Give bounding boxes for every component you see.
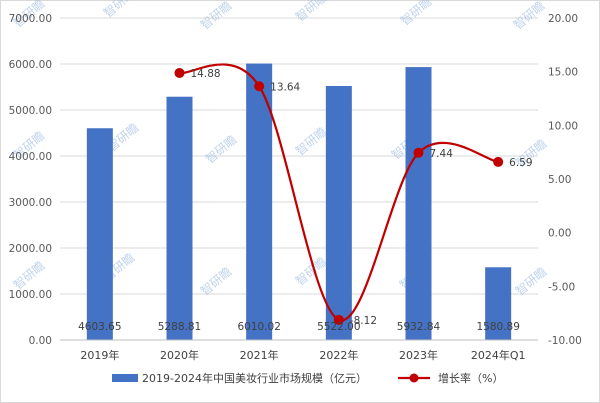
y-left-tick-label: 0.00 — [29, 335, 52, 347]
y-right-tick-label: -5.00 — [548, 281, 575, 293]
legend-line-label: 增长率（%） — [438, 371, 503, 385]
legend-bar-swatch — [112, 374, 138, 382]
x-tick-label: 2020年 — [160, 348, 199, 362]
bar-value-label: 5522.00 — [317, 321, 360, 333]
bar-value-label: 6010.02 — [237, 321, 280, 333]
line-value-label: 13.64 — [270, 81, 300, 93]
line-value-label: 14.88 — [191, 68, 221, 80]
bar — [246, 63, 273, 340]
y-left-tick-label: 4000.00 — [9, 151, 52, 163]
x-tick-label: 2022年 — [319, 348, 358, 362]
y-right-tick-label: 0.00 — [548, 228, 571, 240]
bar — [166, 96, 193, 340]
data-labels: 4603.65 5288.81 6010.02 5522.00 5932.84 1580.… — [78, 68, 532, 333]
bar-value-label: 5932.84 — [397, 321, 441, 333]
y-left-tick-label: 2000.00 — [9, 243, 52, 255]
bar — [405, 67, 432, 341]
y-right-tick-label: 5.00 — [548, 174, 571, 186]
y-left-tick-label: 3000.00 — [9, 197, 52, 209]
y-left-tick-label: 1000.00 — [9, 289, 52, 301]
y-right-tick-label: 20.00 — [548, 13, 578, 25]
line-point — [174, 67, 185, 78]
y-right-tick-label: 10.00 — [548, 120, 578, 132]
legend: 2019-2024年中国美妆行业市场规模（亿元） 增长率（%） — [112, 371, 503, 385]
y-left-tick-label: 6000.00 — [9, 59, 52, 71]
x-tick-label: 2024年Q1 — [471, 348, 526, 362]
bar-value-label: 4603.65 — [78, 321, 121, 333]
y-left-tick-label: 7000.00 — [9, 13, 52, 25]
y-left-tick-label: 5000.00 — [9, 105, 52, 117]
x-tick-label: 2021年 — [240, 348, 279, 362]
legend-line-marker — [409, 373, 419, 383]
bar — [86, 128, 113, 340]
bar-value-label: 5288.81 — [158, 321, 201, 333]
line-series — [174, 63, 504, 325]
line-value-label: 6.59 — [509, 157, 532, 169]
axes: 0.00 1000.00 2000.00 3000.00 4000.00 5000.00 6… — [9, 13, 582, 362]
line-point — [333, 314, 344, 325]
x-tick-label: 2019年 — [80, 348, 119, 362]
bar-value-label: 1580.89 — [476, 321, 519, 333]
line-value-label: -8.12 — [350, 315, 377, 327]
y-right-tick-label: -10.00 — [548, 335, 582, 347]
y-right-tick-label: 15.00 — [548, 67, 578, 79]
line-point — [413, 147, 424, 158]
legend-bar-label: 2019-2024年中国美妆行业市场规模（亿元） — [142, 371, 367, 385]
line-value-label: 7.44 — [430, 148, 454, 160]
x-tick-label: 2023年 — [399, 348, 438, 362]
bar — [485, 267, 512, 340]
line-point — [254, 81, 265, 92]
bar-series — [86, 63, 512, 341]
line-point — [493, 156, 504, 167]
bar — [325, 85, 352, 340]
